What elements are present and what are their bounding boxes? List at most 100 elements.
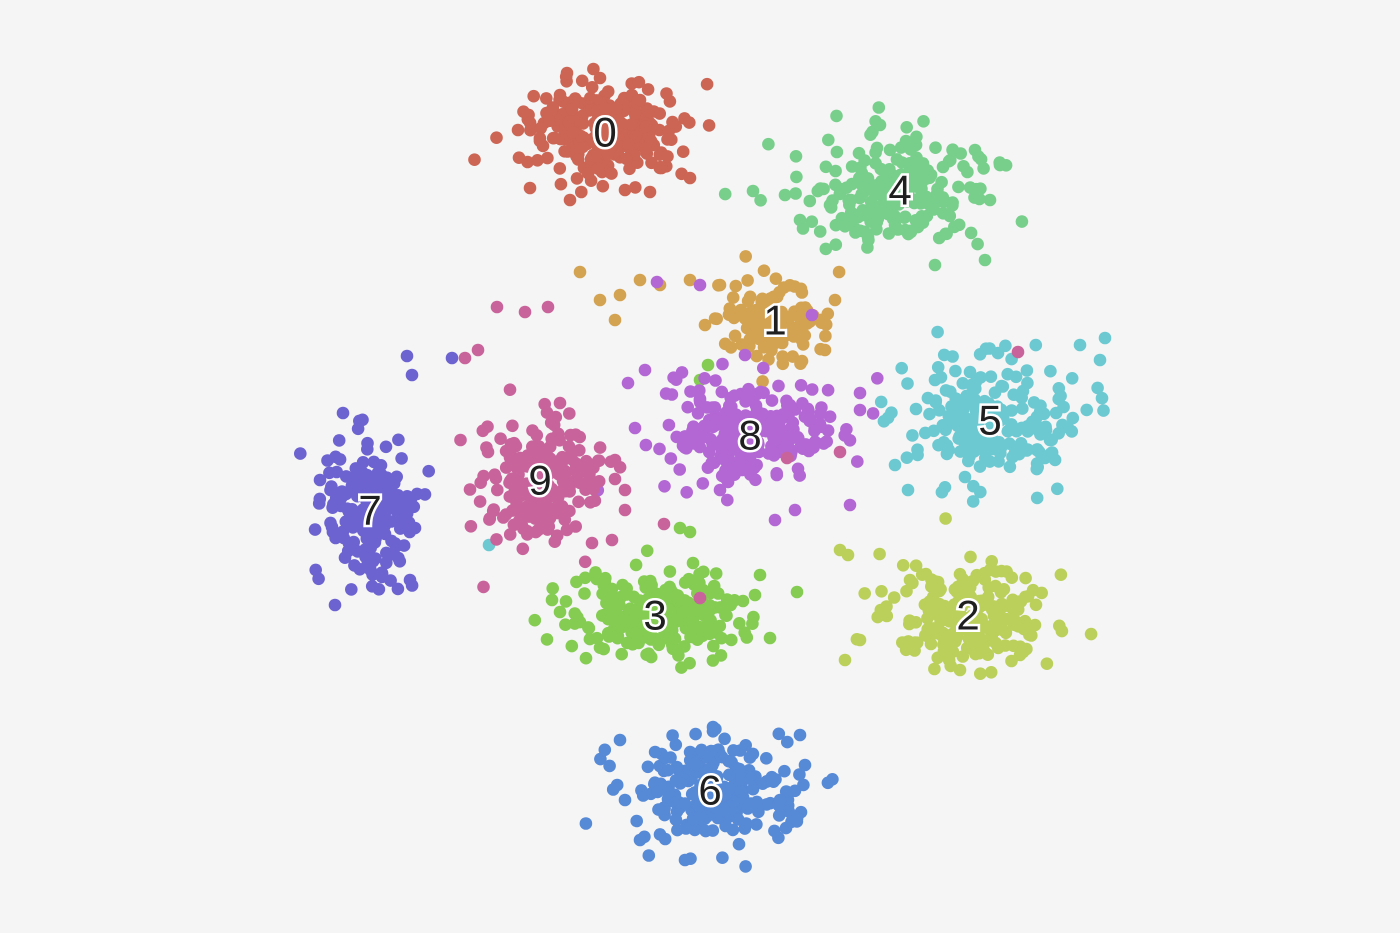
cluster-9-point xyxy=(573,476,587,490)
cluster-7-point xyxy=(339,470,353,483)
cluster-5-point xyxy=(999,339,1012,353)
cluster-8-point xyxy=(788,503,802,517)
cluster-6-point xyxy=(760,798,773,811)
cluster-6-point xyxy=(723,782,736,795)
cluster-4-point xyxy=(881,207,895,221)
cluster-0-point xyxy=(641,104,655,118)
cluster-8-point xyxy=(805,383,819,396)
cluster-1-point xyxy=(796,338,810,351)
cluster-2-point xyxy=(841,548,855,562)
cluster-label-2: 2 xyxy=(956,592,979,639)
cluster-5-point xyxy=(1016,402,1029,415)
cluster-2-point xyxy=(1028,618,1042,632)
cluster-5-point xyxy=(901,377,914,390)
cluster-2-point xyxy=(971,613,984,627)
cluster-9-point xyxy=(529,525,543,539)
cluster-9-point xyxy=(1011,345,1025,359)
cluster-2-point xyxy=(1019,571,1032,585)
cluster-9-point xyxy=(539,490,552,503)
cluster-1-point xyxy=(749,327,763,340)
cluster-5-point xyxy=(981,405,994,418)
cluster-1-point xyxy=(786,350,799,363)
cluster-5-point xyxy=(1043,433,1057,447)
cluster-8-point xyxy=(853,403,867,417)
cluster-6-point xyxy=(641,760,655,774)
cluster-7-point xyxy=(375,525,389,538)
cluster-8-point xyxy=(728,389,741,403)
cluster-3-point xyxy=(678,640,691,653)
cluster-7-point xyxy=(380,556,393,570)
cluster-7-point xyxy=(392,433,405,447)
cluster-0-point xyxy=(547,131,561,145)
cluster-7-point xyxy=(339,515,353,528)
cluster-1-point xyxy=(768,322,781,335)
cluster-6-point xyxy=(669,813,683,826)
cluster-6-point xyxy=(741,802,754,815)
cluster-6-point xyxy=(603,759,616,773)
cluster-7-point xyxy=(422,464,436,478)
cluster-0-point xyxy=(605,167,618,180)
cluster-0-point xyxy=(599,102,613,116)
cluster-6-point xyxy=(636,789,650,802)
cluster-5-point xyxy=(963,450,976,464)
cluster-8-point xyxy=(866,407,880,420)
cluster-0-point xyxy=(666,115,679,129)
cluster-label-6: 6 xyxy=(698,767,721,814)
cluster-4-point xyxy=(923,171,936,185)
cluster-4-point xyxy=(899,134,913,148)
cluster-3-point xyxy=(651,601,664,614)
cluster-0-point xyxy=(639,120,653,133)
cluster-4-point xyxy=(869,157,882,170)
cluster-8-point xyxy=(738,348,752,362)
cluster-3-point xyxy=(709,567,723,580)
cluster-0-point xyxy=(618,183,632,197)
cluster-9-point xyxy=(565,452,579,466)
cluster-3-point xyxy=(559,595,573,608)
cluster-5-point xyxy=(1093,353,1107,367)
cluster-1-point xyxy=(757,264,771,278)
cluster-5-point xyxy=(936,419,950,432)
cluster-3-point xyxy=(753,568,767,582)
cluster-7-point xyxy=(367,508,381,521)
cluster-8-points xyxy=(591,275,884,527)
cluster-5-point xyxy=(940,447,954,461)
cluster-9-point xyxy=(541,522,555,535)
cluster-8-point xyxy=(701,461,715,475)
cluster-5-point xyxy=(995,405,1009,419)
cluster-3-point xyxy=(528,613,542,627)
cluster-3-point xyxy=(643,627,656,640)
cluster-9-point xyxy=(657,517,671,531)
cluster-6-point xyxy=(692,800,706,813)
cluster-4-point xyxy=(830,145,844,159)
cluster-2-points xyxy=(833,512,1098,680)
cluster-0-point xyxy=(581,167,595,180)
cluster-9-point xyxy=(588,494,602,508)
cluster-2-point xyxy=(1005,571,1019,584)
cluster-3-point xyxy=(728,594,741,607)
cluster-4-point xyxy=(718,187,732,201)
cluster-0-point xyxy=(570,172,584,185)
cluster-1-point xyxy=(729,279,743,293)
cluster-8-point xyxy=(785,419,799,433)
cluster-4-point xyxy=(803,194,817,208)
cluster-4-point xyxy=(840,181,853,194)
cluster-5-point xyxy=(992,436,1006,449)
cluster-5-point xyxy=(983,342,996,355)
cluster-5-point xyxy=(1010,424,1023,438)
cluster-7-point xyxy=(379,440,393,454)
cluster-5-point xyxy=(895,361,908,375)
cluster-1-point xyxy=(819,318,833,331)
cluster-1-point xyxy=(790,321,803,334)
cluster-4-point xyxy=(819,242,833,256)
cluster-3-point xyxy=(707,639,720,653)
cluster-8-point xyxy=(665,388,679,401)
cluster-3-point xyxy=(582,621,596,635)
cluster-0-point xyxy=(571,153,585,166)
cluster-9-point xyxy=(491,483,504,497)
cluster-8-point xyxy=(739,388,753,402)
cluster-2-point xyxy=(1013,648,1027,662)
cluster-8-point xyxy=(704,420,717,433)
cluster-8-point xyxy=(764,424,777,438)
cluster-9-point xyxy=(464,520,478,533)
cluster-1-point xyxy=(743,313,756,327)
